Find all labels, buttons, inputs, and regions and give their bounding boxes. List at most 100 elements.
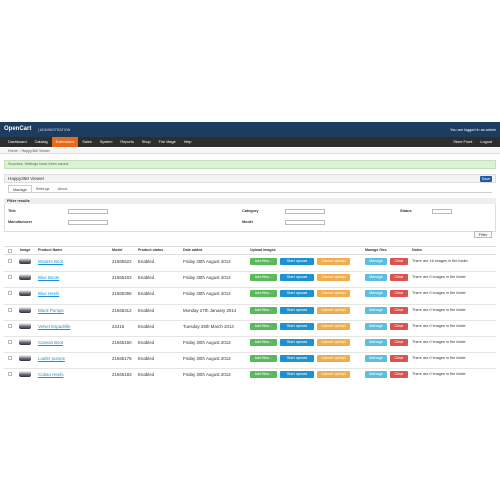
notes: There are 16 images in the folder [412,259,468,263]
action-button[interactable]: Start upload [280,339,314,346]
action-button[interactable]: Add files... [250,322,277,330]
action-button[interactable]: Start upload [280,371,314,379]
menu-item[interactable]: Extensions [51,137,79,147]
menu-item[interactable]: Help [183,140,192,144]
select-all[interactable] [8,248,12,253]
menu-item[interactable]: System [99,140,113,144]
filter-input[interactable] [432,209,452,214]
action-button[interactable]: Start upload [280,258,314,265]
action-button[interactable]: Manage [365,322,387,330]
menu-item[interactable]: Catalog [34,140,48,144]
action-button[interactable]: Manage [365,355,387,363]
filter-input[interactable] [285,220,325,225]
filter-label: Model [242,220,253,224]
action-button[interactable]: Cancel upload [317,371,350,379]
row-checkbox[interactable] [8,340,12,344]
action-button[interactable]: Clear [390,339,408,346]
product-name[interactable]: Modern Boot [38,259,64,264]
action-button[interactable]: Manage [365,371,387,379]
date-added: Friday 30th August 2013 [183,372,231,378]
date-added: Friday 30th August 2013 [183,275,231,281]
product-name[interactable]: Canvas Boot [38,340,64,345]
tab[interactable]: About [57,187,68,191]
product-name[interactable]: Velvet Espadrille [38,323,71,329]
tab[interactable]: Settings [35,187,50,191]
action-button[interactable]: Cancel upload [317,339,350,346]
row-divider [4,368,496,370]
menu-right: Store Front Logout [449,137,496,147]
action-button[interactable]: Cancel upload [317,290,350,298]
action-button[interactable]: Clear [390,371,408,379]
action-button[interactable]: Add files... [250,355,277,363]
row-checkbox[interactable] [8,307,12,312]
action-button[interactable]: Manage [365,290,387,298]
filter-button[interactable]: Filter [474,231,492,238]
column-header: Model [112,248,123,252]
action-button[interactable]: Add files... [250,258,277,265]
menu-item[interactable]: Store Front [453,140,473,144]
product-name[interactable]: Blue Boots [38,275,60,281]
menu-item[interactable]: Dashboard [8,140,27,144]
menu-item[interactable]: Sales [82,140,92,144]
notes: There are 0 images in the folder [412,340,466,344]
column-header: Image [20,248,31,252]
action-button[interactable]: Add files... [250,290,277,298]
action-button[interactable]: Clear [390,306,408,314]
header-bar [0,122,500,137]
action-button[interactable]: Manage [365,339,387,346]
row-checkbox[interactable] [8,323,12,328]
row-checkbox[interactable] [8,372,12,377]
model: 21565312 [112,307,132,313]
action-button[interactable]: Clear [390,355,408,363]
tab[interactable]: Manage [8,185,32,192]
column-header: Product Name [38,248,63,252]
logo[interactable]: OpenCart [4,126,32,132]
action-button[interactable]: Cancel upload [317,258,350,265]
action-button[interactable]: Cancel upload [317,322,350,330]
action-button[interactable]: Start upload [280,274,314,282]
action-button[interactable]: Start upload [280,355,314,363]
menu-item[interactable]: Fire Mage [158,140,176,144]
action-button[interactable]: Clear [390,258,408,265]
column-header: Date added [183,248,203,252]
row-checkbox[interactable] [8,275,12,280]
menu-item[interactable]: Reports [120,140,134,144]
action-button[interactable]: Clear [390,322,408,330]
save-button[interactable]: Save [480,175,492,182]
row-checkbox[interactable] [8,356,12,361]
product-name[interactable]: Blue Heels [38,291,60,297]
action-button[interactable]: Add files... [250,371,277,379]
filter-input[interactable] [285,209,325,214]
action-button[interactable]: Manage [365,306,387,314]
action-button[interactable]: Start upload [280,306,314,314]
action-button[interactable]: Manage [365,258,387,265]
action-button[interactable]: Add files... [250,339,277,346]
action-button[interactable]: Clear [390,290,408,298]
product-name[interactable]: Loafer pumps [38,356,65,362]
action-button[interactable]: Cancel upload [317,355,350,363]
filter-input[interactable] [68,209,108,214]
status: Enabled [138,340,155,345]
action-button[interactable]: Manage [365,274,387,282]
action-button[interactable]: Cancel upload [317,274,350,282]
action-button[interactable]: Start upload [280,322,314,330]
menu-item[interactable]: Shop [141,140,151,144]
product-thumb [19,258,31,264]
row-checkbox[interactable] [8,291,12,296]
column-header: Manage files [365,248,387,252]
row-divider [4,336,496,337]
model: 21565395 [112,291,132,297]
panel-header [4,174,496,183]
action-button[interactable]: Clear [390,274,408,282]
notes: There are 0 images in the folder [412,356,466,361]
action-button[interactable]: Add files... [250,306,277,314]
filter-input[interactable] [68,220,108,225]
action-button[interactable]: Start upload [280,290,314,298]
action-button[interactable]: Add files... [250,274,277,282]
action-button[interactable]: Cancel upload [317,306,350,314]
product-name[interactable]: Cuban Heels [38,372,64,378]
product-name[interactable]: Black Pumps [38,307,64,313]
menu-item[interactable]: Logout [480,140,492,144]
row-checkbox[interactable] [8,259,12,263]
